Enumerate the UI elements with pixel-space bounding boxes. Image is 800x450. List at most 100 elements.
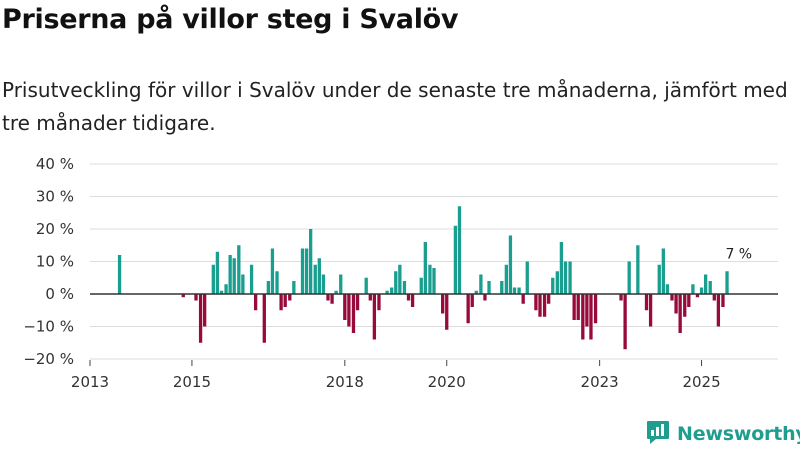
bar: [385, 290, 389, 294]
bar: [266, 281, 271, 294]
bar: [716, 294, 721, 327]
bar: [249, 264, 254, 294]
bar: [555, 271, 559, 294]
bar: [390, 287, 394, 294]
bar: [275, 271, 279, 294]
bar: [219, 290, 224, 294]
bar: [534, 294, 538, 311]
bar: [576, 294, 580, 320]
bar: [283, 294, 287, 307]
bar: [228, 255, 232, 294]
bar: [253, 294, 258, 311]
bar: [538, 294, 542, 317]
bar: [593, 294, 598, 324]
bar: [683, 294, 687, 317]
bar: [232, 258, 236, 294]
bar: [445, 294, 449, 330]
bar: [474, 290, 478, 294]
bar: [304, 248, 309, 294]
bar: [512, 287, 517, 294]
y-tick-label: −10 %: [23, 318, 74, 336]
bar: [279, 294, 283, 311]
bar: [432, 268, 436, 294]
bar: [678, 294, 682, 333]
bar: [453, 225, 458, 294]
bar: [368, 294, 372, 301]
bar: [270, 248, 275, 294]
last-value-annotation: 7 %: [725, 246, 752, 262]
bar: [521, 294, 525, 304]
bar: [457, 206, 462, 294]
bar: [394, 271, 398, 294]
bar: [339, 274, 343, 294]
bar: [470, 294, 474, 307]
x-tick-label: 2025: [682, 373, 720, 391]
bar: [648, 294, 653, 327]
bar: [377, 294, 381, 311]
y-tick-label: −20 %: [23, 350, 74, 368]
bar: [398, 264, 402, 294]
bar: [563, 261, 568, 294]
bar: [198, 294, 203, 343]
brand-logo: Newsworthy: [645, 419, 800, 449]
y-tick-label: 10 %: [36, 253, 74, 271]
y-tick-label: 0 %: [45, 285, 74, 303]
bar: [372, 294, 377, 340]
bar: [525, 261, 529, 294]
bar: [487, 281, 491, 294]
bar: [237, 245, 241, 294]
bar: [721, 294, 725, 307]
bar: [117, 255, 122, 294]
bar: [619, 294, 623, 301]
x-tick-label: 2013: [71, 373, 109, 391]
bar: [241, 274, 245, 294]
bar: [215, 251, 220, 294]
bar-layer: [117, 206, 729, 350]
y-tick-label: 40 %: [36, 155, 74, 173]
bar: [288, 294, 292, 301]
bar: [581, 294, 585, 340]
y-tick-label: 20 %: [36, 220, 74, 238]
bar: [441, 294, 445, 314]
bar: [402, 281, 407, 294]
bar: [657, 264, 661, 294]
bar: [585, 294, 589, 327]
bar: [589, 294, 593, 340]
bar: [703, 274, 708, 294]
bar: [542, 294, 547, 317]
bar: [500, 281, 504, 294]
bar: [627, 261, 631, 294]
bar: [355, 294, 360, 311]
bar: [292, 281, 296, 294]
x-tick-label: 2023: [581, 373, 619, 391]
bar: [262, 294, 266, 343]
x-tick-label: 2018: [326, 373, 364, 391]
bar: [347, 294, 351, 327]
brand-name: Newsworthy: [677, 423, 800, 445]
chart-title: Priserna på villor steg i Svalöv: [2, 4, 459, 35]
bar: [194, 294, 198, 301]
bar: [572, 294, 576, 320]
bar: [691, 284, 695, 294]
bar: [313, 264, 317, 294]
bar: [674, 294, 678, 314]
bar: [466, 294, 470, 324]
x-tick-label: 2015: [173, 373, 211, 391]
bar: [547, 294, 551, 304]
bar: [708, 281, 712, 294]
bar: [670, 294, 674, 301]
bar: [687, 294, 691, 307]
bar: [300, 248, 305, 294]
bar: [351, 294, 356, 333]
bar: [419, 277, 423, 294]
bar: [181, 294, 185, 298]
bar: [334, 290, 338, 294]
y-tick-label: 30 %: [36, 188, 74, 206]
bar: [321, 274, 326, 294]
bar: [330, 294, 334, 304]
bar: [568, 261, 572, 294]
bar: [428, 264, 432, 294]
bar: [483, 294, 487, 301]
bar: [504, 264, 509, 294]
